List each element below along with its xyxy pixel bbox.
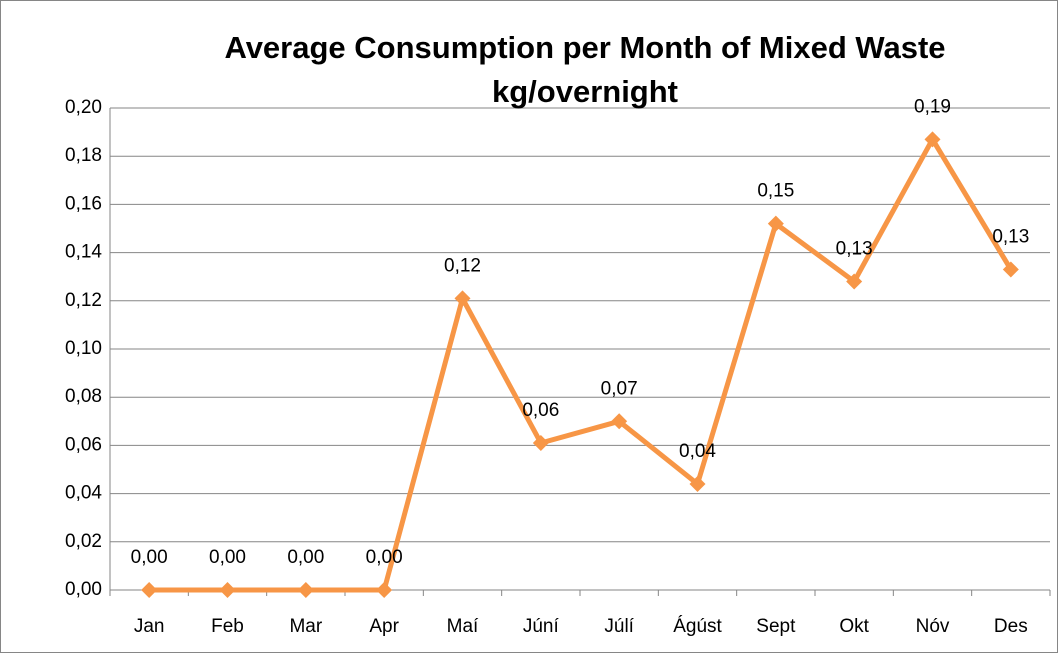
x-tick-label: Mar: [289, 616, 322, 637]
data-label: 0,15: [757, 181, 794, 202]
data-line: [149, 136, 1013, 593]
x-tick-label: Des: [994, 616, 1028, 637]
data-point: [219, 582, 236, 598]
y-tick-label: 0,04: [65, 483, 102, 504]
y-tick-label: 0,16: [65, 193, 102, 214]
x-tick-label: Júlí: [604, 616, 634, 637]
data-label: 0,19: [914, 96, 951, 117]
data-point: [611, 413, 628, 430]
x-tick-label: Ágúst: [673, 616, 722, 637]
y-tick-label: 0,18: [65, 145, 102, 166]
data-point: [689, 475, 706, 492]
data-point: [846, 273, 863, 290]
data-label: 0,00: [209, 547, 246, 568]
y-tick-label: 0,08: [65, 386, 102, 407]
x-tick-label: Jan: [134, 616, 165, 637]
data-label: 0,00: [366, 547, 403, 568]
y-tick-label: 0,14: [65, 242, 102, 263]
x-tick-label: Apr: [369, 616, 399, 637]
x-tick-label: Júní: [523, 616, 560, 637]
data-point: [767, 215, 784, 232]
data-label: 0,04: [679, 441, 716, 462]
data-point: [297, 582, 314, 598]
data-label: 0,00: [131, 547, 168, 568]
x-tick-label: Sept: [756, 616, 796, 637]
data-label: 0,00: [287, 547, 324, 568]
data-point: [1002, 261, 1019, 278]
data-label: 0,13: [992, 226, 1029, 247]
data-label: 0,07: [601, 378, 638, 399]
x-tick-label: Feb: [211, 616, 244, 637]
data-label: 0,06: [522, 400, 559, 421]
y-tick-label: 0,06: [65, 434, 102, 455]
x-tick-label: Nóv: [916, 616, 950, 637]
data-point: [141, 582, 158, 598]
y-tick-label: 0,12: [65, 290, 102, 311]
chart-title: Average Consumption per Month of Mixed W…: [224, 30, 946, 109]
data-label: 0,12: [444, 255, 481, 276]
y-tick-label: 0,00: [65, 579, 102, 600]
data-point: [454, 290, 471, 307]
data-point: [376, 582, 393, 598]
y-tick-label: 0,10: [65, 338, 102, 359]
data-label: 0,13: [836, 239, 873, 260]
data-point: [532, 434, 549, 451]
y-tick-label: 0,20: [65, 97, 102, 118]
y-tick-label: 0,02: [65, 531, 102, 552]
x-tick-label: Okt: [839, 616, 869, 637]
data-point: [924, 131, 941, 148]
x-tick-label: Maí: [447, 616, 479, 637]
